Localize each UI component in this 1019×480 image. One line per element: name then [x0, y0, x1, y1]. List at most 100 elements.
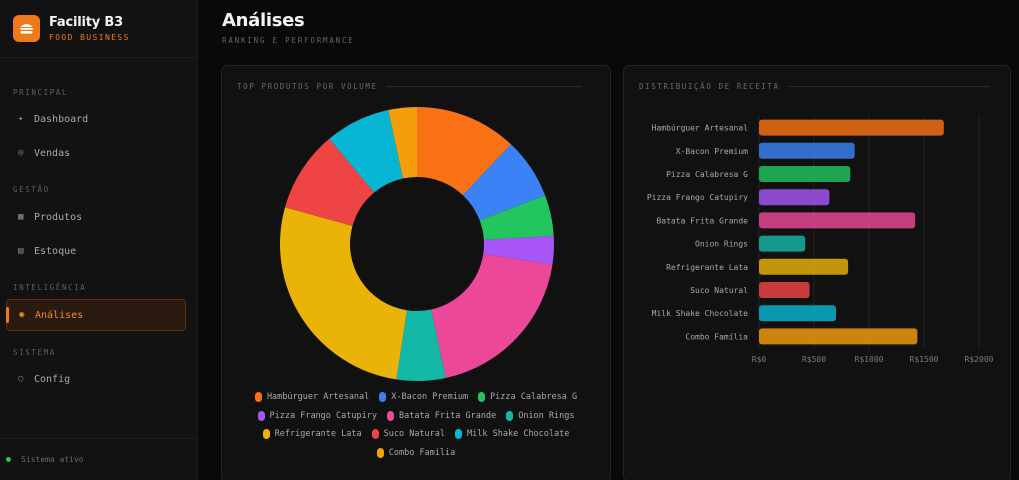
- sidebar-item-label: Análises: [35, 309, 84, 321]
- donut-slice-8[interactable]: [329, 110, 403, 193]
- legend-label: Milk Shake Chocolate: [467, 429, 570, 440]
- bar-category-label: Onion Rings: [695, 240, 748, 249]
- donut-slice-3[interactable]: [483, 235, 554, 265]
- x-tick-label: R$1500: [910, 355, 939, 364]
- legend-item[interactable]: Combo Família: [376, 447, 456, 458]
- panel-title-text: DISTRIBUIÇÃO DE RECEITA: [639, 82, 780, 91]
- sidebar-item-estoque[interactable]: ▤ Estoque: [6, 236, 186, 266]
- revenue-bar[interactable]: [759, 305, 836, 322]
- legend-item[interactable]: Pizza Calabresa G: [478, 392, 578, 403]
- sidebar-item-config[interactable]: ○ Config: [6, 364, 186, 394]
- target-icon: ◉: [19, 310, 25, 320]
- volume-panel-title: TOP PRODUTOS POR VOLUME: [237, 82, 582, 91]
- donut-slice-4[interactable]: [431, 254, 553, 378]
- revenue-bar-chart: R$0 R$500 R$1000 R$1500 R$2000 Hambúrguer Art…: [647, 116, 994, 364]
- bar-category-label: Batata Frita Grande: [656, 216, 748, 225]
- section-label-sistema: SISTEMA: [13, 348, 56, 357]
- brand-subtitle: FOOD BUSINESS: [49, 33, 130, 42]
- legend-item[interactable]: Hambúrguer Artesanal: [254, 392, 370, 403]
- revenue-bar[interactable]: [759, 189, 830, 206]
- legend-swatch: [262, 429, 270, 440]
- brand-name: Facility B3: [49, 15, 123, 30]
- revenue-bar[interactable]: [759, 328, 918, 345]
- donut-slice-1[interactable]: [462, 144, 546, 221]
- legend-item[interactable]: X-Bacon Premium: [379, 392, 469, 403]
- donut-slice-6[interactable]: [280, 207, 407, 380]
- status-text: Sistema ativo: [21, 455, 84, 464]
- legend-swatch: [376, 447, 384, 458]
- grid-icon: ▦: [18, 212, 24, 222]
- sidebar-item-produtos[interactable]: ▦ Produtos: [6, 202, 186, 232]
- legend-label: Pizza Calabresa G: [490, 392, 578, 403]
- system-status: Sistema ativo: [0, 438, 198, 480]
- bar-category-label: Combo Família: [685, 332, 748, 341]
- volume-panel: TOP PRODUTOS POR VOLUME Hambúrguer Artes…: [221, 65, 611, 480]
- revenue-bar[interactable]: [759, 166, 851, 182]
- donut-slice-5[interactable]: [396, 309, 446, 381]
- status-dot-icon: [6, 457, 11, 462]
- legend-item[interactable]: Batata Frita Grande: [386, 410, 497, 421]
- section-label-gestao: GESTÃO: [13, 185, 50, 194]
- legend-label: X-Bacon Premium: [391, 392, 469, 403]
- revenue-bar[interactable]: [759, 212, 916, 229]
- section-label-inteligencia: INTELIGÊNCIA: [13, 283, 87, 292]
- legend-item[interactable]: Pizza Frango Catupiry: [257, 410, 377, 421]
- sidebar: Facility B3 FOOD BUSINESS PRINCIPAL ✦ Da…: [0, 0, 198, 480]
- legend-label: Combo Família: [388, 447, 456, 458]
- panel-title-text: TOP PRODUTOS POR VOLUME: [237, 82, 378, 91]
- donut-slice-9[interactable]: [388, 107, 417, 179]
- legend-label: Onion Rings: [518, 410, 575, 421]
- circle-icon: ◎: [18, 148, 24, 158]
- sidebar-item-vendas[interactable]: ◎ Vendas: [6, 138, 186, 168]
- bar-category-label: Pizza Frango Catupiry: [647, 193, 748, 202]
- bar-category-label: Suco Natural: [690, 286, 748, 295]
- revenue-bar[interactable]: [759, 235, 806, 252]
- bar-category-label: Milk Shake Chocolate: [652, 309, 749, 318]
- revenue-bar[interactable]: [759, 258, 849, 275]
- revenue-panel-title: DISTRIBUIÇÃO DE RECEITA: [639, 82, 990, 91]
- legend-label: Batata Frita Grande: [398, 410, 497, 421]
- legend-item[interactable]: Onion Rings: [506, 410, 575, 421]
- legend-label: Suco Natural: [383, 429, 446, 440]
- bar-category-label: X-Bacon Premium: [676, 147, 748, 156]
- box-icon: ▤: [18, 246, 24, 256]
- legend-label: Pizza Frango Catupiry: [269, 410, 377, 421]
- diamond-icon: ✦: [18, 114, 24, 124]
- sidebar-item-dashboard[interactable]: ✦ Dashboard: [6, 104, 186, 134]
- sidebar-item-label: Vendas: [34, 147, 71, 159]
- legend-swatch: [371, 429, 379, 440]
- brand[interactable]: Facility B3 FOOD BUSINESS: [0, 0, 197, 58]
- legend-swatch: [478, 392, 486, 403]
- sidebar-item-label: Estoque: [34, 245, 77, 257]
- legend-swatch: [257, 410, 265, 421]
- legend-swatch: [455, 429, 463, 440]
- sidebar-item-label: Produtos: [34, 211, 83, 223]
- section-label-principal: PRINCIPAL: [13, 88, 69, 97]
- revenue-bar[interactable]: [759, 282, 810, 298]
- revenue-bar[interactable]: [759, 142, 855, 159]
- x-tick-label: R$500: [802, 355, 826, 364]
- legend-label: Refrigerante Lata: [274, 429, 362, 440]
- legend-item[interactable]: Milk Shake Chocolate: [455, 429, 570, 440]
- donut-chart: [280, 107, 554, 381]
- legend-label: Hambúrguer Artesanal: [266, 392, 370, 403]
- legend-item[interactable]: Suco Natural: [371, 429, 446, 440]
- sidebar-item-label: Config: [34, 373, 71, 385]
- x-tick-label: R$0: [752, 355, 767, 364]
- sidebar-item-analises[interactable]: ◉ Análises: [6, 299, 186, 331]
- x-tick-label: R$1000: [855, 355, 884, 364]
- x-tick-label: R$2000: [965, 355, 994, 364]
- page-subtitle: RANKING E PERFORMANCE: [222, 36, 355, 45]
- revenue-bar[interactable]: [759, 119, 944, 136]
- donut-slice-2[interactable]: [479, 195, 554, 240]
- donut-slice-7[interactable]: [285, 138, 375, 227]
- bar-category-label: Hambúrguer Artesanal: [652, 124, 749, 133]
- legend-swatch: [506, 410, 514, 421]
- revenue-panel: DISTRIBUIÇÃO DE RECEITA R$0 R$500 R$1000 R$…: [623, 65, 1011, 480]
- sidebar-item-label: Dashboard: [34, 113, 89, 125]
- legend-swatch: [379, 392, 387, 403]
- bar-category-label: Refrigerante Lata: [666, 263, 748, 272]
- donut-legend: Hambúrguer Artesanal X-Bacon Premium Pizza…: [222, 388, 610, 462]
- donut-slice-0[interactable]: [417, 107, 511, 196]
- legend-item[interactable]: Refrigerante Lata: [262, 429, 362, 440]
